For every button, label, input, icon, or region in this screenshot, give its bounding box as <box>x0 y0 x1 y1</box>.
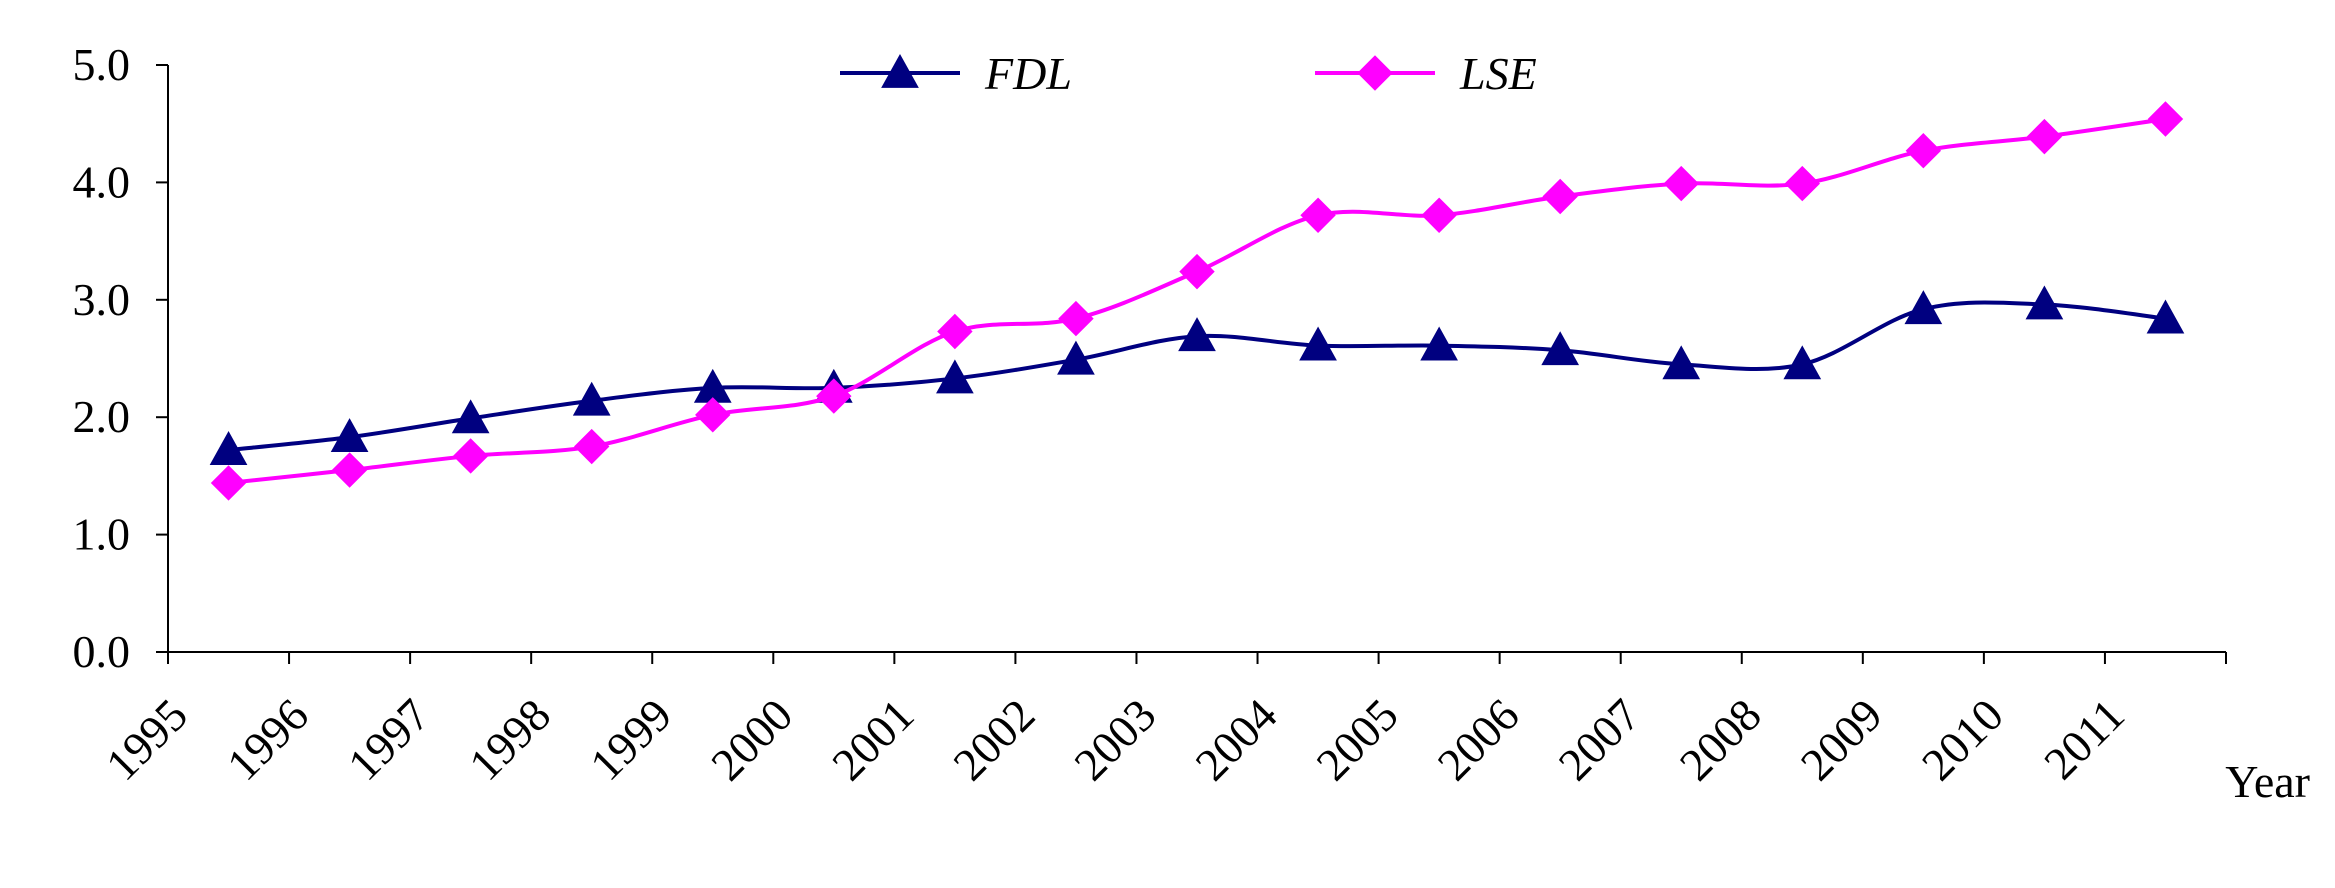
x-tick-label: 2000 <box>701 689 802 790</box>
data-point-lse <box>1179 253 1215 290</box>
data-point-lse <box>1784 165 1821 202</box>
x-tick-label: 2006 <box>1428 689 1529 790</box>
data-point-fdl <box>1299 326 1337 361</box>
data-point-lse <box>695 397 731 433</box>
y-tick-label: 4.0 <box>73 156 131 207</box>
data-point-lse <box>210 465 247 501</box>
x-tick-label: 2010 <box>1912 689 2013 790</box>
data-point-lse <box>1663 165 1699 202</box>
y-tick-label: 1.0 <box>73 509 131 560</box>
y-tick-label: 2.0 <box>73 391 131 442</box>
data-point-fdl <box>1420 326 1458 361</box>
data-point-fdl <box>1057 340 1095 375</box>
x-tick-label: 2011 <box>2034 689 2134 789</box>
x-tick-label: 2001 <box>822 689 923 790</box>
x-tick-label: 2004 <box>1185 689 1286 790</box>
legend-item-fdl: FDL <box>840 48 1072 99</box>
data-point-lse <box>1905 132 1942 169</box>
x-tick-label: 1996 <box>217 689 318 790</box>
data-point-fdl <box>1541 331 1580 366</box>
data-point-fdl <box>209 431 248 465</box>
x-tick-label: 1999 <box>580 689 681 790</box>
x-tick-label: 2002 <box>943 689 1044 790</box>
data-point-fdl <box>1783 345 1822 380</box>
data-point-fdl <box>1904 290 1943 325</box>
x-tick-label: 2005 <box>1307 689 1408 790</box>
y-tick-label: 5.0 <box>73 39 131 90</box>
x-axis-title: Year <box>2225 756 2310 807</box>
x-tick-label: 2009 <box>1791 689 1892 790</box>
data-point-fdl <box>1178 317 1216 352</box>
data-point-fdl <box>451 399 490 434</box>
data-point-fdl <box>2025 285 2064 320</box>
y-tick-labels: 0.0 1.0 2.0 3.0 4.0 5.0 <box>73 39 131 677</box>
legend-label-lse: LSE <box>1459 48 1537 99</box>
x-tick-label: 1995 <box>96 689 197 790</box>
axes <box>156 64 2227 664</box>
legend-item-lse: LSE <box>1315 48 1537 99</box>
x-tick-label: 2008 <box>1670 689 1771 790</box>
x-tick-label: 1998 <box>459 689 560 790</box>
legend-marker-fdl <box>881 53 919 88</box>
data-point-fdl <box>572 381 611 416</box>
data-point-fdl <box>2146 299 2185 334</box>
x-tick-labels: 1995 1996 1997 1998 1999 2000 2001 2002 2003 2004… <box>96 689 2134 790</box>
x-tick-label: 2003 <box>1064 689 1165 790</box>
data-point-lse <box>1300 197 1336 233</box>
legend-label-fdl: FDL <box>984 48 1072 99</box>
y-tick-label: 3.0 <box>73 274 131 325</box>
data-point-fdl <box>330 418 369 453</box>
data-point-lse <box>452 438 489 474</box>
series-lse <box>210 101 2184 501</box>
series-layer <box>209 101 2185 501</box>
y-tick-label: 0.0 <box>73 626 131 677</box>
data-point-lse <box>1058 300 1094 337</box>
x-tick-label: 1997 <box>338 689 439 790</box>
data-point-fdl <box>1662 345 1701 380</box>
data-point-lse <box>937 313 973 350</box>
legend: FDL LSE <box>840 48 1537 99</box>
legend-marker-lse <box>1357 55 1393 91</box>
data-point-lse <box>1542 178 1578 215</box>
data-point-fdl <box>936 359 974 394</box>
series-fdl <box>209 285 2185 465</box>
data-point-lse <box>573 428 610 465</box>
data-point-lse <box>816 378 852 414</box>
x-tick-label: 2007 <box>1549 689 1650 790</box>
series-line-lse <box>228 117 2166 485</box>
data-point-lse <box>1421 197 1457 233</box>
data-point-lse <box>331 452 368 488</box>
data-point-lse <box>2147 101 2184 137</box>
data-point-lse <box>2026 118 2063 155</box>
